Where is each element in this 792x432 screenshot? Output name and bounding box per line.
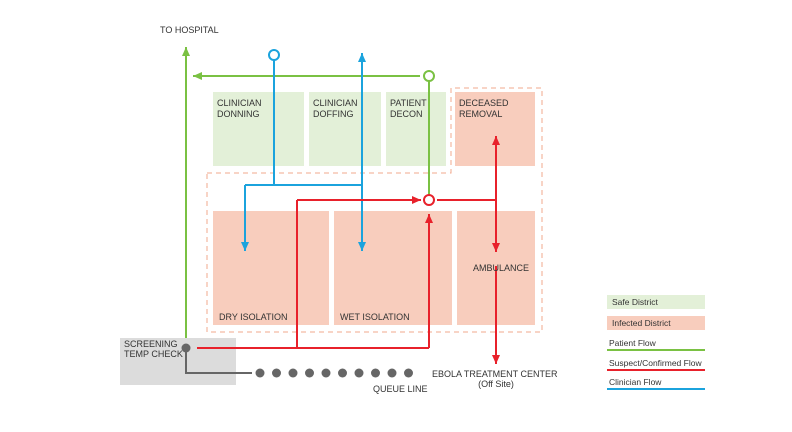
legend: Safe District Infected District Patient …: [607, 295, 705, 390]
queue-dot: [354, 368, 364, 378]
room-clinician-doffing: [309, 92, 381, 166]
legend-infected-swatch: [607, 316, 705, 330]
label-patient-decon: PATIENT DECON: [390, 98, 429, 119]
screening-dot: [181, 343, 191, 353]
legend-clinician-flow-label: Clinician Flow: [609, 377, 662, 387]
queue-connector: [185, 348, 252, 374]
clinician-flow-node: [268, 49, 280, 61]
infected-boundary-dashed: [206, 87, 543, 333]
queue-dot: [404, 368, 413, 378]
label-wet-isolation: WET ISOLATION: [340, 312, 410, 322]
queue-dot: [305, 368, 314, 378]
queue-dot: [371, 368, 380, 378]
queue-dot: [321, 368, 331, 378]
queue-dots: [255, 368, 413, 378]
label-dry-isolation: DRY ISOLATION: [219, 312, 288, 322]
queue-dot: [288, 368, 298, 378]
label-ambulance: AMBULANCE: [473, 263, 529, 273]
label-to-hospital: TO HOSPITAL: [160, 25, 219, 35]
suspect-flow-node: [423, 194, 435, 206]
label-clinician-donning: CLINICIAN DONNING: [217, 98, 264, 119]
label-screening: SCREENING TEMP CHECK: [124, 339, 183, 359]
label-deceased-removal: DECEASED REMOVAL: [459, 98, 511, 119]
label-ebola-treatment-center: EBOLA TREATMENT CENTER (Off Site): [432, 369, 560, 389]
legend-safe-label: Safe District: [612, 297, 658, 307]
queue-dot: [387, 368, 397, 378]
room-clinician-donning: [213, 92, 304, 166]
room-patient-decon: [386, 92, 446, 166]
legend-safe-swatch: [607, 295, 705, 309]
legend-infected-label: Infected District: [612, 318, 671, 328]
label-queue-line: QUEUE LINE: [373, 384, 428, 394]
queue-dot: [272, 368, 281, 378]
queue-dot: [255, 368, 265, 378]
screening-temp-check-box: [120, 338, 236, 385]
queue-dot: [338, 368, 347, 378]
patient-flow-node: [423, 70, 435, 82]
room-dry-isolation: [213, 211, 329, 325]
room-wet-isolation: [334, 211, 452, 325]
legend-suspect-flow-label: Suspect/Confirmed Flow: [609, 358, 702, 368]
label-clinician-doffing: CLINICIAN DOFFING: [313, 98, 360, 119]
legend-patient-flow-label: Patient Flow: [609, 338, 657, 348]
